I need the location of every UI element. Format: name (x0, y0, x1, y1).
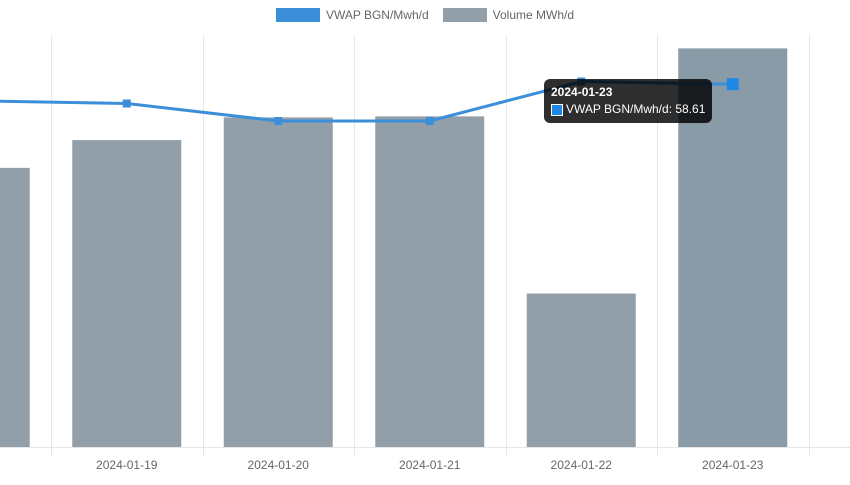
point-vwap-2024-01-20 (274, 117, 283, 125)
bar-volume-2024-01-21 (375, 116, 485, 448)
point-vwap-2024-01-23 (726, 78, 739, 91)
bar-volume-2024-01-22 (526, 293, 636, 447)
bar-volume-2024-01-20 (223, 117, 333, 448)
tooltip-value: VWAP BGN/Mwh/d: 58.61 (566, 102, 706, 116)
point-vwap-2024-01-19 (122, 99, 131, 108)
x-tick-label: 2024-01-21 (399, 458, 461, 472)
legend-item-vwap[interactable]: VWAP BGN/Mwh/d (275, 8, 429, 22)
legend-label-volume: Volume MWh/d (492, 8, 575, 22)
legend: VWAP BGN/Mwh/d Volume MWh/d (0, 8, 850, 22)
x-tick-label: 2024-01-20 (248, 458, 310, 472)
bar-volume-2024-01-18 (0, 167, 30, 447)
x-tick-label: 2024-01-19 (96, 458, 158, 472)
legend-item-volume[interactable]: Volume MWh/d (442, 8, 575, 22)
legend-label-vwap: VWAP BGN/Mwh/d (325, 8, 429, 22)
tooltip-row: VWAP BGN/Mwh/d: 58.61 (551, 101, 705, 118)
point-vwap-2024-01-21 (425, 117, 434, 125)
x-tick-label: 2024-01-22 (551, 458, 613, 472)
legend-swatch-vwap (275, 8, 320, 22)
tooltip-title: 2024-01-23 (551, 85, 613, 99)
tooltip: 2024-01-23 VWAP BGN/Mwh/d: 58.61 (544, 79, 713, 123)
bar-volume-2024-01-19 (72, 140, 182, 447)
x-tick-label: 2024-01-23 (702, 458, 764, 472)
tooltip-swatch (551, 103, 563, 116)
legend-swatch-volume (442, 8, 487, 22)
